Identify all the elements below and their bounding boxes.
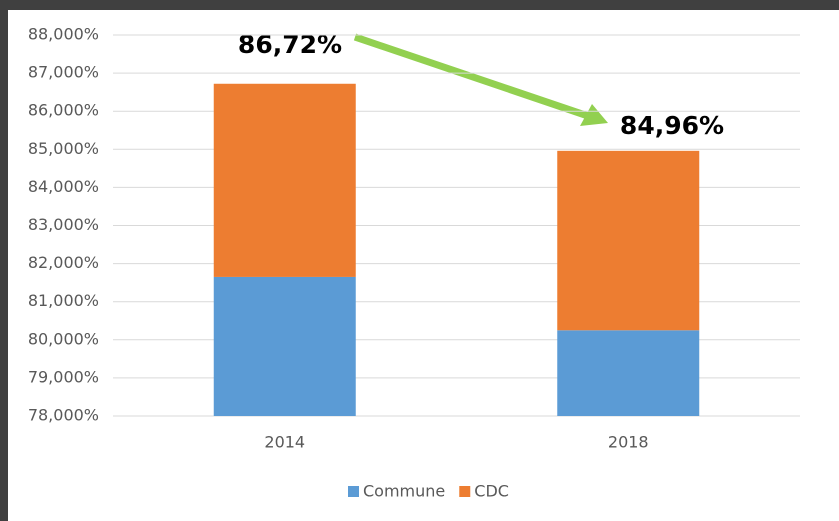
bar-segment [213, 83, 356, 277]
bar-segment [557, 150, 700, 331]
y-tick-label: 85,000% [28, 139, 99, 158]
legend-swatch [459, 486, 471, 497]
trend-arrow [353, 33, 590, 120]
bar-segment [213, 276, 356, 416]
y-tick-label: 83,000% [28, 215, 99, 234]
x-tick-label: 2014 [264, 433, 305, 452]
y-tick-label: 87,000% [28, 63, 99, 82]
y-tick-label: 81,000% [28, 291, 99, 310]
y-tick-label: 78,000% [28, 406, 99, 425]
x-tick-label: 2018 [608, 433, 649, 452]
chart-background [8, 10, 839, 521]
annotation: 86,72% [238, 30, 342, 59]
y-tick-label: 82,000% [28, 253, 99, 272]
y-tick-label: 79,000% [28, 367, 99, 386]
legend-label: Commune [363, 482, 445, 501]
annotation: 84,96% [620, 111, 724, 140]
y-tick-label: 88,000% [28, 25, 99, 44]
y-tick-label: 86,000% [28, 101, 99, 120]
bar-segment [557, 330, 700, 416]
trend-arrow-head [580, 104, 608, 126]
y-tick-label: 84,000% [28, 177, 99, 196]
legend-swatch [348, 486, 359, 497]
y-tick-label: 80,000% [28, 329, 99, 348]
legend-label: CDC [474, 482, 509, 501]
